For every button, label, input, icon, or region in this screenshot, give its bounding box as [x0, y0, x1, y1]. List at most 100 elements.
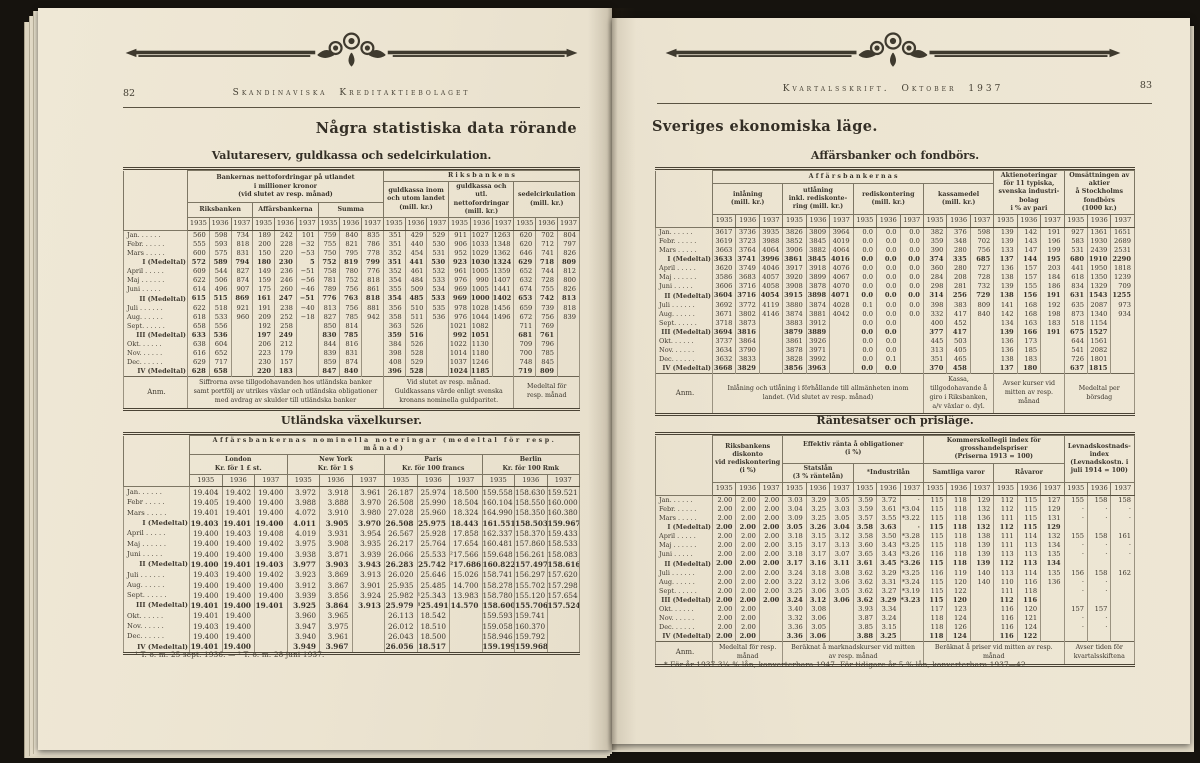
data-cell: 159.967 [546, 518, 580, 529]
data-cell: 518 [208, 303, 232, 313]
data-cell: 159.593 [481, 610, 515, 622]
data-cell: 0.0 [852, 336, 878, 346]
data-cell: 1082 [469, 321, 493, 331]
data-cell: 256 [946, 291, 971, 301]
data-cell: 136 [993, 336, 1018, 346]
header-cell: 1937 [829, 481, 854, 496]
data-cell: 631 [1063, 291, 1089, 301]
data-cell: 19.400 [221, 610, 255, 622]
data-cell: 503 [946, 336, 971, 346]
data-cell: 2.00 [711, 495, 737, 505]
header-cell: 1937 [758, 213, 784, 228]
data-cell: 118 [922, 631, 948, 642]
header-cell: 1936 [404, 216, 428, 231]
data-cell: 509 [404, 285, 428, 295]
data-cell: 156 [1063, 568, 1089, 578]
data-cell: 0.0 [852, 263, 878, 274]
data-cell [1040, 336, 1065, 346]
header-cell: 1935 [782, 481, 807, 496]
data-cell: ²17.566 [449, 549, 483, 560]
data-cell: 3.62 [852, 568, 878, 578]
data-cell [1110, 559, 1135, 569]
data-cell: 1246 [469, 357, 493, 367]
data-cell: *3.28 [899, 531, 924, 542]
header-cell: 1935 [384, 473, 418, 488]
right-page: 83 Kvartalsskrift. Oktober 1937 Sveriges… [612, 18, 1190, 744]
data-cell [491, 348, 515, 358]
data-cell: 3.06 [805, 631, 831, 642]
header-row: 1935 1936 1937 1935 1936 1937 1935 1936 1937 1935… [656, 481, 1135, 496]
table-row: April . . . . . 3620 3749 4046 3917 3918 4076 0… [655, 263, 1135, 274]
data-cell: 113 [993, 568, 1018, 578]
data-cell: 756 [535, 312, 559, 322]
data-cell: 124 [1016, 622, 1042, 632]
data-cell: 3.22 [782, 577, 807, 587]
data-cell: 158 [1086, 568, 1112, 578]
data-cell [1110, 327, 1135, 337]
data-cell: 812 [557, 266, 580, 277]
data-cell: 26.283 [384, 559, 418, 570]
data-cell: 3.939 [351, 549, 385, 560]
data-cell: 3880 [782, 300, 807, 310]
row-label: April . . . . . [123, 266, 188, 277]
table-rantesatser: Riksbankens diskonto vid rediskontering … [655, 432, 1136, 667]
data-cell: 739 [535, 303, 559, 313]
data-cell: · [1110, 541, 1135, 551]
data-cell: 755 [535, 285, 559, 295]
data-cell [361, 339, 384, 349]
table-row: II (Medeltal) 3604 3716 4054 3915 3898 4071 0.0… [655, 291, 1135, 301]
header-row: guldkassa inom och utom landet (mill. kr… [124, 181, 580, 218]
data-cell: 827 [317, 312, 341, 322]
data-cell: 417 [946, 309, 971, 319]
data-cell: *3.22 [899, 513, 924, 523]
row-label: Aug. . . . . . [123, 312, 188, 322]
data-cell: 3.908 [319, 538, 353, 550]
data-cell: 461 [404, 266, 428, 277]
data-cell: 826 [557, 285, 580, 295]
data-cell: 752 [317, 257, 341, 267]
data-cell: 534 [426, 285, 450, 295]
data-cell: · [1063, 504, 1089, 514]
header-cell: 1937 [254, 473, 288, 488]
anm-note: Beräknat å priser vid mitten av resp. må… [922, 641, 1065, 664]
anm-note: Medeltal för resp. månad [513, 376, 580, 408]
data-cell: 356 [382, 303, 406, 313]
data-cell: · [899, 522, 924, 532]
data-cell [758, 604, 784, 614]
row-label: Mars . . . . . [123, 248, 188, 258]
data-cell: 3826 [782, 227, 807, 237]
data-cell: 3683 [735, 273, 760, 283]
data-cell: 25.935 [384, 580, 418, 591]
data-cell: 3718 [711, 318, 737, 328]
data-cell: 0.0 [899, 282, 924, 292]
data-cell: 850 [317, 321, 341, 331]
data-cell: 0.0 [899, 309, 924, 319]
data-cell: 809 [535, 366, 559, 377]
data-cell: 2.00 [735, 550, 760, 560]
data-cell: 680 [1063, 254, 1089, 264]
header-cell: 1936 [735, 213, 760, 228]
row-label: IV (Medeltal) [123, 641, 190, 653]
data-cell: 976 [448, 312, 471, 322]
data-cell [969, 613, 995, 623]
data-cell: 1456 [491, 303, 515, 313]
data-cell [230, 330, 254, 340]
data-cell: 354 [382, 294, 406, 304]
data-cell: 118 [922, 613, 948, 623]
data-cell [969, 595, 995, 605]
header-cell: 1937 [829, 213, 854, 228]
anm-note: Beräknat å marknadskurser vid mitten av … [782, 641, 924, 664]
header-cell: 1936 [208, 216, 232, 231]
table-row: Jan. . . . . . 560 598 734 189 242 101 759 840 83… [123, 230, 580, 240]
data-cell: 158.616 [546, 559, 580, 570]
header-cell: 1937 [449, 473, 483, 488]
data-cell [546, 641, 580, 653]
data-cell: *3.26 [899, 559, 924, 569]
data-cell [491, 339, 515, 349]
data-cell: 3898 [805, 291, 831, 301]
table-row: April . . . . . 19.400 19.403 19.408 4.019 3.… [123, 528, 580, 539]
data-cell: 115 [922, 495, 948, 505]
data-cell: 2.00 [711, 631, 737, 642]
data-cell: 0.0 [899, 227, 924, 237]
data-cell: 3874 [805, 300, 831, 310]
